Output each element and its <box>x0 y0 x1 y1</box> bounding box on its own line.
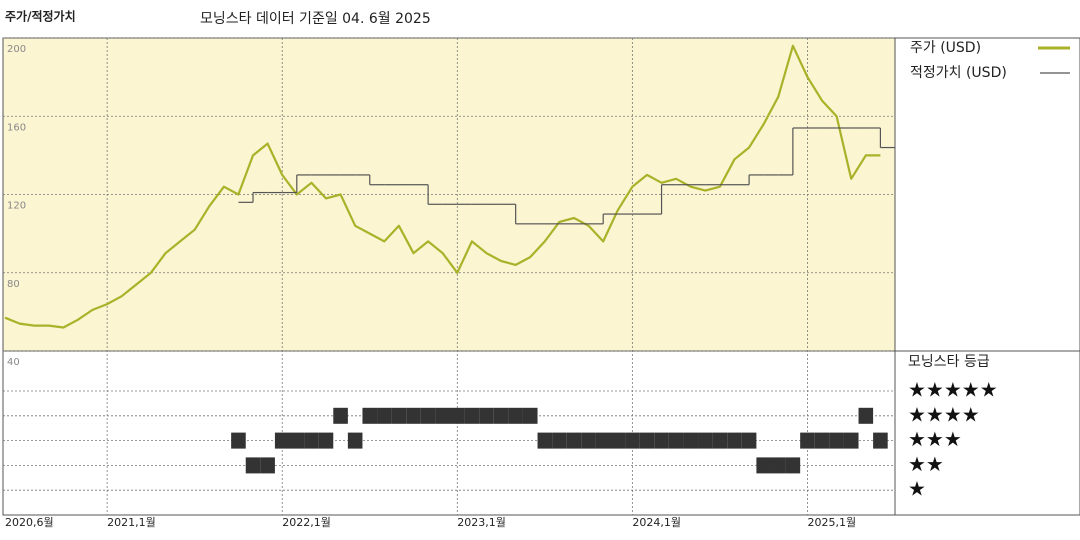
frame <box>2 37 1080 516</box>
rating-bar <box>479 407 494 424</box>
rating-bar <box>610 432 626 449</box>
x-tick-label: 2020,6월 <box>5 516 54 529</box>
rating-bar <box>683 432 699 449</box>
rating-bar <box>581 432 596 449</box>
rating-bar <box>858 407 874 424</box>
rating-bar <box>829 432 844 449</box>
rating-title: 모닝스타 등급 <box>908 354 990 370</box>
rating-bar <box>522 407 538 424</box>
legend-label: 주가 (USD) <box>910 40 981 56</box>
rating-bar <box>289 432 305 449</box>
rating-bar <box>814 432 830 449</box>
y-tick-label: 120 <box>7 201 26 212</box>
rating-bar <box>668 432 684 449</box>
rating-bar <box>698 432 713 449</box>
rating-bar <box>785 457 801 474</box>
rating-bar <box>231 432 246 449</box>
rating-bar <box>741 432 757 449</box>
rating-bar <box>873 432 888 449</box>
y-tick-label: 80 <box>7 279 20 290</box>
rating-bar <box>770 457 786 474</box>
rating-bar <box>800 432 815 449</box>
rating-bar <box>552 432 567 449</box>
legend-label: 적정가치 (USD) <box>910 65 1007 81</box>
rating-bar <box>843 432 859 449</box>
y-tick-label: 40 <box>7 357 20 368</box>
rating-bar <box>318 432 334 449</box>
chart-title: 주가/적정가치 <box>5 9 76 24</box>
rating-bar <box>347 432 363 449</box>
rating-bar <box>435 407 450 424</box>
x-tick-label: 2022,1월 <box>282 516 331 529</box>
x-tick-label: 2023,1월 <box>457 516 506 529</box>
rating-bar <box>654 432 669 449</box>
rating-bar <box>712 432 728 449</box>
rating-bar <box>566 432 582 449</box>
rating-bar <box>493 407 509 424</box>
rating-bar <box>756 457 771 474</box>
rating-bar <box>362 407 378 424</box>
rating-bar <box>508 407 523 424</box>
rating-bar <box>245 457 261 474</box>
chart-subtitle: 모닝스타 데이터 기준일 04. 6월 2025 <box>200 11 431 27</box>
rating-bar <box>420 407 436 424</box>
rating-bar <box>377 407 392 424</box>
rating-bar <box>450 407 465 424</box>
rating-label: ★ <box>908 477 926 501</box>
rating-bar <box>391 407 407 424</box>
x-tick-label: 2025,1월 <box>807 516 856 529</box>
rating-label: ★★★★★ <box>908 378 998 402</box>
rating-label: ★★★ <box>908 427 962 451</box>
rating-bar <box>639 432 655 449</box>
rating-bar <box>537 432 553 449</box>
rating-bar <box>727 432 742 449</box>
x-tick-label: 2024,1월 <box>632 516 681 529</box>
rating-bar <box>304 432 319 449</box>
rating-bar <box>625 432 640 449</box>
rating-bar <box>333 407 348 424</box>
rating-label: ★★★★ <box>908 402 980 426</box>
price-line <box>4 44 881 329</box>
x-tick-label: 2021,1월 <box>107 516 156 529</box>
rating-bar <box>274 432 290 449</box>
rating-label: ★★ <box>908 452 944 476</box>
rating-bar <box>260 457 275 474</box>
rating-bar <box>595 432 611 449</box>
rating-bar <box>464 407 480 424</box>
rating-bar <box>406 407 421 424</box>
y-tick-label: 160 <box>7 122 26 133</box>
y-tick-label: 200 <box>7 44 26 55</box>
